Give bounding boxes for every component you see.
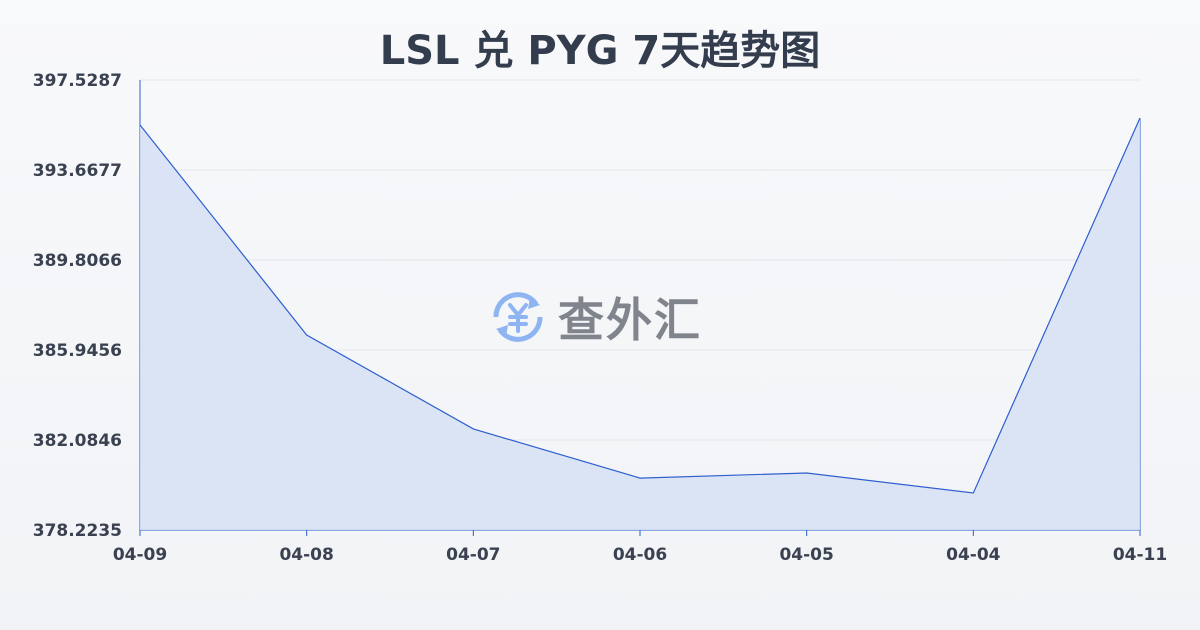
y-tick-label: 382.0846 bbox=[33, 431, 122, 451]
watermark: 查外汇 bbox=[488, 284, 702, 350]
y-tick-label: 385.9456 bbox=[33, 341, 122, 361]
chart-title: LSL 兑 PYG 7天趋势图 bbox=[379, 28, 821, 74]
yen-exchange-icon bbox=[493, 292, 543, 342]
area-fill bbox=[140, 117, 1140, 530]
y-tick-label: 389.8066 bbox=[33, 251, 122, 271]
x-tick-label: 04-06 bbox=[613, 545, 667, 565]
y-tick-label: 397.5287 bbox=[33, 71, 122, 91]
watermark-text: 查外汇 bbox=[558, 293, 702, 347]
x-tick-label: 04-08 bbox=[279, 545, 333, 565]
x-tick-label: 04-09 bbox=[113, 545, 167, 565]
x-tick-label: 04-07 bbox=[446, 545, 500, 565]
x-tick-label: 04-04 bbox=[946, 545, 1001, 565]
y-tick-label: 393.6677 bbox=[33, 161, 122, 181]
x-tick-label: 04-05 bbox=[779, 545, 833, 565]
x-tick-label: 04-11 bbox=[1113, 545, 1167, 565]
y-tick-label: 378.2235 bbox=[33, 521, 122, 541]
